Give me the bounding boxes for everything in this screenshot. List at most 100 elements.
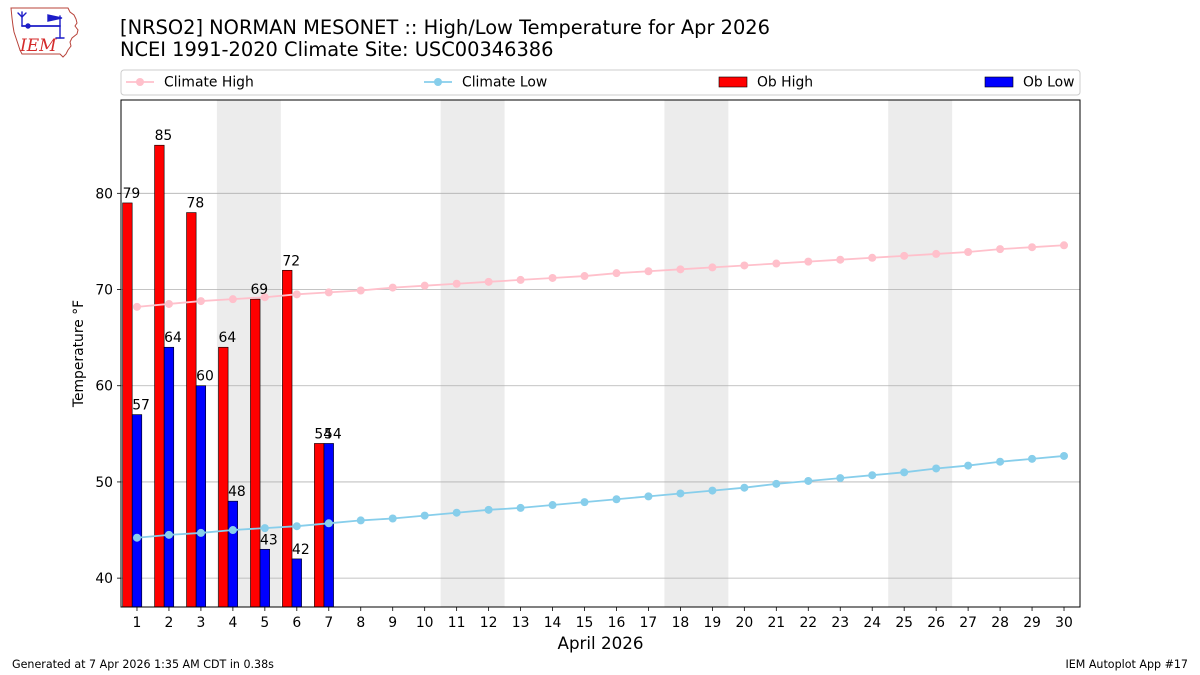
climate-high-point xyxy=(676,265,685,274)
x-tick-label: 3 xyxy=(196,615,205,631)
climate-high-point xyxy=(900,251,909,260)
x-tick-label: 27 xyxy=(959,615,977,631)
x-tick-label: 21 xyxy=(767,615,785,631)
climate-low-point xyxy=(996,457,1005,466)
x-tick-label: 1 xyxy=(133,615,142,631)
climate-high-point xyxy=(964,248,973,257)
legend-label: Ob Low xyxy=(1023,75,1075,91)
ob-low-data-label: 60 xyxy=(196,369,214,385)
climate-high-point xyxy=(164,299,173,308)
y-tick-label: 70 xyxy=(95,283,113,299)
climate-low-point xyxy=(452,508,461,517)
climate-low-line xyxy=(136,455,1065,539)
app-credit: IEM Autoplot App #17 xyxy=(1065,658,1188,671)
climate-low-point xyxy=(548,501,557,510)
climate-low-point xyxy=(740,483,749,492)
x-tick-label: 14 xyxy=(544,615,562,631)
climate-high-point xyxy=(644,267,653,276)
climate-high-point xyxy=(292,290,301,299)
x-tick-label: 15 xyxy=(576,615,594,631)
ob-low-data-label: 64 xyxy=(164,330,182,346)
climate-low-point xyxy=(516,503,525,512)
climate-high-point xyxy=(228,295,237,304)
ob-low-bar xyxy=(131,414,143,608)
climate-low-point xyxy=(388,514,397,523)
climate-high-point xyxy=(740,261,749,270)
x-tick-label: 25 xyxy=(895,615,913,631)
climate-high-point xyxy=(836,255,845,264)
ob-high-data-label: 79 xyxy=(123,186,141,202)
weather-station-icon xyxy=(17,11,65,39)
ob-high-bar xyxy=(154,144,165,608)
climate-high-point xyxy=(484,277,493,286)
climate-high-point xyxy=(260,293,269,302)
chart-subtitle: NCEI 1991-2020 Climate Site: USC00346386 xyxy=(120,38,554,61)
weekend-shade xyxy=(440,100,505,607)
climate-low-point xyxy=(932,464,941,473)
climate-low-point xyxy=(484,505,493,514)
legend-item-climate-high: Climate High xyxy=(126,75,254,91)
x-tick-label: 4 xyxy=(228,615,237,631)
climate-high-point xyxy=(324,288,333,297)
ob-low-bar xyxy=(227,500,238,608)
legend-item-ob-low: Ob Low xyxy=(984,75,1075,91)
ob-high-bar xyxy=(218,346,229,608)
climate-low-point xyxy=(228,526,237,535)
x-tick-label: 2 xyxy=(165,615,174,631)
climate-high-point xyxy=(1028,243,1037,252)
climate-high-point xyxy=(196,297,205,306)
legend-label: Climate High xyxy=(164,75,254,91)
weekend-shade xyxy=(888,100,953,607)
climate-high-point xyxy=(132,302,141,311)
ob-high-bar xyxy=(250,298,261,608)
climate-high-line xyxy=(136,244,1065,308)
ob-high-bar xyxy=(122,202,133,608)
x-tick-label: 12 xyxy=(480,615,498,631)
legend-frame xyxy=(120,69,1081,96)
ob-high-data-label: 78 xyxy=(187,196,205,212)
climate-high-point xyxy=(516,275,525,284)
climate-low-point xyxy=(196,528,205,537)
ob-low-data-label: 42 xyxy=(292,542,310,558)
climate-low-point xyxy=(260,524,269,533)
iowa-map-icon xyxy=(10,7,79,58)
ob-high-data-label: 54 xyxy=(314,426,332,442)
climate-high-point xyxy=(804,257,813,266)
climate-low-point xyxy=(420,511,429,520)
generated-timestamp: Generated at 7 Apr 2026 1:35 AM CDT in 0… xyxy=(12,658,274,671)
y-axis-label: Temperature °F xyxy=(71,300,87,408)
legend: Climate High Climate Low Ob High Ob Low xyxy=(120,69,1081,96)
y-tick-label: 40 xyxy=(95,571,113,587)
ob-low-bar xyxy=(163,346,175,608)
climate-low-point xyxy=(1028,454,1037,463)
climate-low-point xyxy=(900,468,909,477)
ob-high-data-label: 69 xyxy=(250,282,268,298)
ob-low-bar xyxy=(259,548,270,608)
climate-high-point xyxy=(1060,241,1069,250)
y-axis: 40 50 60 70 80 xyxy=(95,186,121,587)
ob-low-bar xyxy=(195,385,207,608)
x-tick-label: 5 xyxy=(260,615,269,631)
legend-item-climate-low: Climate Low xyxy=(424,75,547,91)
ob-low-data-label: 43 xyxy=(260,532,278,548)
x-tick-label: 7 xyxy=(324,615,333,631)
x-tick-label: 20 xyxy=(736,615,754,631)
climate-low-point xyxy=(804,476,813,485)
weekend-shade xyxy=(664,100,729,607)
legend-label: Climate Low xyxy=(462,75,547,91)
x-tick-label: 30 xyxy=(1055,615,1073,631)
ob-high-legend-swatch xyxy=(718,76,748,88)
climate-high-point xyxy=(420,281,429,290)
climate-high-point xyxy=(548,273,557,282)
climate-low-point xyxy=(612,495,621,504)
x-tick-label: 10 xyxy=(416,615,434,631)
y-tick-label: 60 xyxy=(95,379,113,395)
ob-high-data-label: 85 xyxy=(155,128,173,144)
x-tick-label: 24 xyxy=(863,615,881,631)
climate-low-point xyxy=(1060,451,1069,460)
x-axis-label: April 2026 xyxy=(558,633,644,653)
climate-low-point xyxy=(676,489,685,498)
logo-text: IEM xyxy=(19,36,57,56)
ob-high-bar xyxy=(186,212,197,608)
ob-low-data-label: 57 xyxy=(132,398,150,414)
